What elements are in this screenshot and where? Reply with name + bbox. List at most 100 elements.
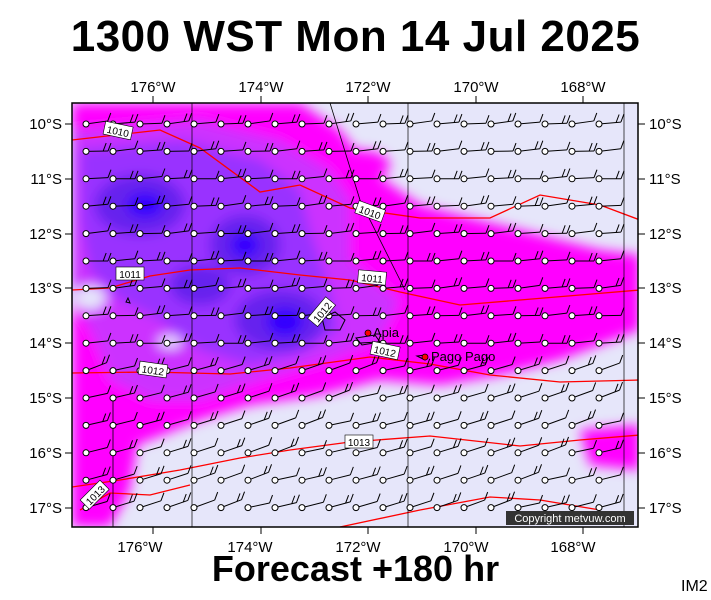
wind-barb xyxy=(109,307,139,320)
wind-barb xyxy=(163,252,193,265)
wind-barb xyxy=(190,356,219,375)
wind-barb xyxy=(541,278,571,292)
wind-barb xyxy=(541,382,570,402)
wind-barb xyxy=(379,304,409,320)
wind-barb xyxy=(136,115,166,128)
wind-barb xyxy=(298,355,327,375)
lat-label-left: 17°S xyxy=(29,500,62,517)
image-code: IM2 xyxy=(681,578,708,595)
wind-barb xyxy=(244,142,274,155)
wind-barb xyxy=(163,196,193,210)
wind-barb xyxy=(406,411,435,429)
wind-barb xyxy=(325,354,354,375)
place-markers: Apia Pago Pago xyxy=(364,325,495,364)
wind-barb xyxy=(514,464,543,484)
lon-label-top: 176°W xyxy=(130,79,176,96)
wind-barb xyxy=(379,438,408,457)
wind-barb xyxy=(433,465,462,484)
wind-barb xyxy=(352,412,381,429)
wind-barb xyxy=(298,115,328,128)
wind-barb xyxy=(379,492,408,512)
wind-barb xyxy=(352,307,382,320)
wind-barb xyxy=(595,277,625,292)
wind-barb xyxy=(298,194,328,210)
wind-barb xyxy=(217,356,246,375)
wind-barb xyxy=(514,140,544,155)
lat-label-left: 12°S xyxy=(29,226,62,243)
wind-barb xyxy=(244,437,273,457)
wind-barb xyxy=(379,168,409,183)
wind-barb xyxy=(271,494,300,512)
wind-barb xyxy=(190,333,220,347)
wind-barb xyxy=(82,196,112,210)
wind-barb xyxy=(541,115,571,128)
wind-barb xyxy=(271,436,300,457)
wind-barb xyxy=(244,252,274,265)
wind-barb xyxy=(433,197,463,210)
wind-barb xyxy=(190,197,220,210)
wind-barb xyxy=(460,225,490,238)
wind-barb xyxy=(595,381,624,402)
lat-label-left: 10°S xyxy=(29,116,62,133)
wind-barb xyxy=(82,332,112,347)
wind-barb xyxy=(352,439,381,457)
wind-barb xyxy=(568,467,597,484)
wind-barb xyxy=(82,385,111,402)
wind-barb xyxy=(244,112,274,128)
lat-label-left: 15°S xyxy=(29,390,62,407)
wind-barb xyxy=(541,225,571,238)
wind-barb xyxy=(352,466,381,484)
wind-barb xyxy=(595,197,625,210)
wind-barb xyxy=(487,142,517,155)
wind-barb xyxy=(82,412,111,429)
wind-barb xyxy=(109,357,138,375)
wind-barb xyxy=(163,142,193,155)
wind-barb xyxy=(514,333,544,347)
isobar-label: 1011 xyxy=(361,273,384,286)
wind-barb xyxy=(136,465,165,484)
wind-barb xyxy=(379,384,408,402)
wind-barb xyxy=(136,168,166,183)
wind-barb xyxy=(325,332,355,347)
lat-label-right: 13°S xyxy=(649,280,682,297)
wind-barb xyxy=(568,196,598,210)
wind-barb xyxy=(487,196,517,210)
wind-barb xyxy=(325,493,354,512)
wind-barb xyxy=(244,196,274,210)
wind-barb xyxy=(487,332,517,347)
wind-barb xyxy=(595,493,624,512)
wind-barb xyxy=(163,279,193,292)
wind-barb xyxy=(406,222,436,238)
isobar-label: 1012 xyxy=(373,345,397,360)
wind-barb xyxy=(217,410,246,429)
wind-barb xyxy=(244,355,273,375)
wind-barb xyxy=(352,170,382,183)
isobar-label: 1012 xyxy=(141,364,165,378)
wind-barb xyxy=(433,170,463,183)
wind-barb xyxy=(595,466,624,484)
wind-barb xyxy=(109,223,139,238)
wind-barb xyxy=(271,382,300,402)
wind-barb xyxy=(82,112,112,128)
wind-barb xyxy=(163,222,193,238)
wind-barb xyxy=(406,252,436,265)
wind-barb xyxy=(595,412,624,429)
wind-barb xyxy=(244,494,273,512)
wind-barb xyxy=(298,278,328,292)
wind-barb xyxy=(352,250,382,265)
wind-barb xyxy=(325,169,355,183)
wind-barb xyxy=(298,141,328,155)
wind-barb xyxy=(190,383,219,402)
wind-barb xyxy=(433,333,463,347)
wind-barb xyxy=(541,251,571,265)
wind-barb xyxy=(568,306,598,320)
map-frame xyxy=(71,102,639,528)
lat-label-left: 13°S xyxy=(29,280,62,297)
wind-barb xyxy=(406,169,436,183)
wind-barb xyxy=(595,439,624,457)
lat-label-left: 16°S xyxy=(29,445,62,462)
wind-barb xyxy=(406,492,435,512)
lon-label-bottom: 176°W xyxy=(117,539,163,556)
wind-barb xyxy=(595,140,625,155)
wind-barb xyxy=(136,141,166,155)
